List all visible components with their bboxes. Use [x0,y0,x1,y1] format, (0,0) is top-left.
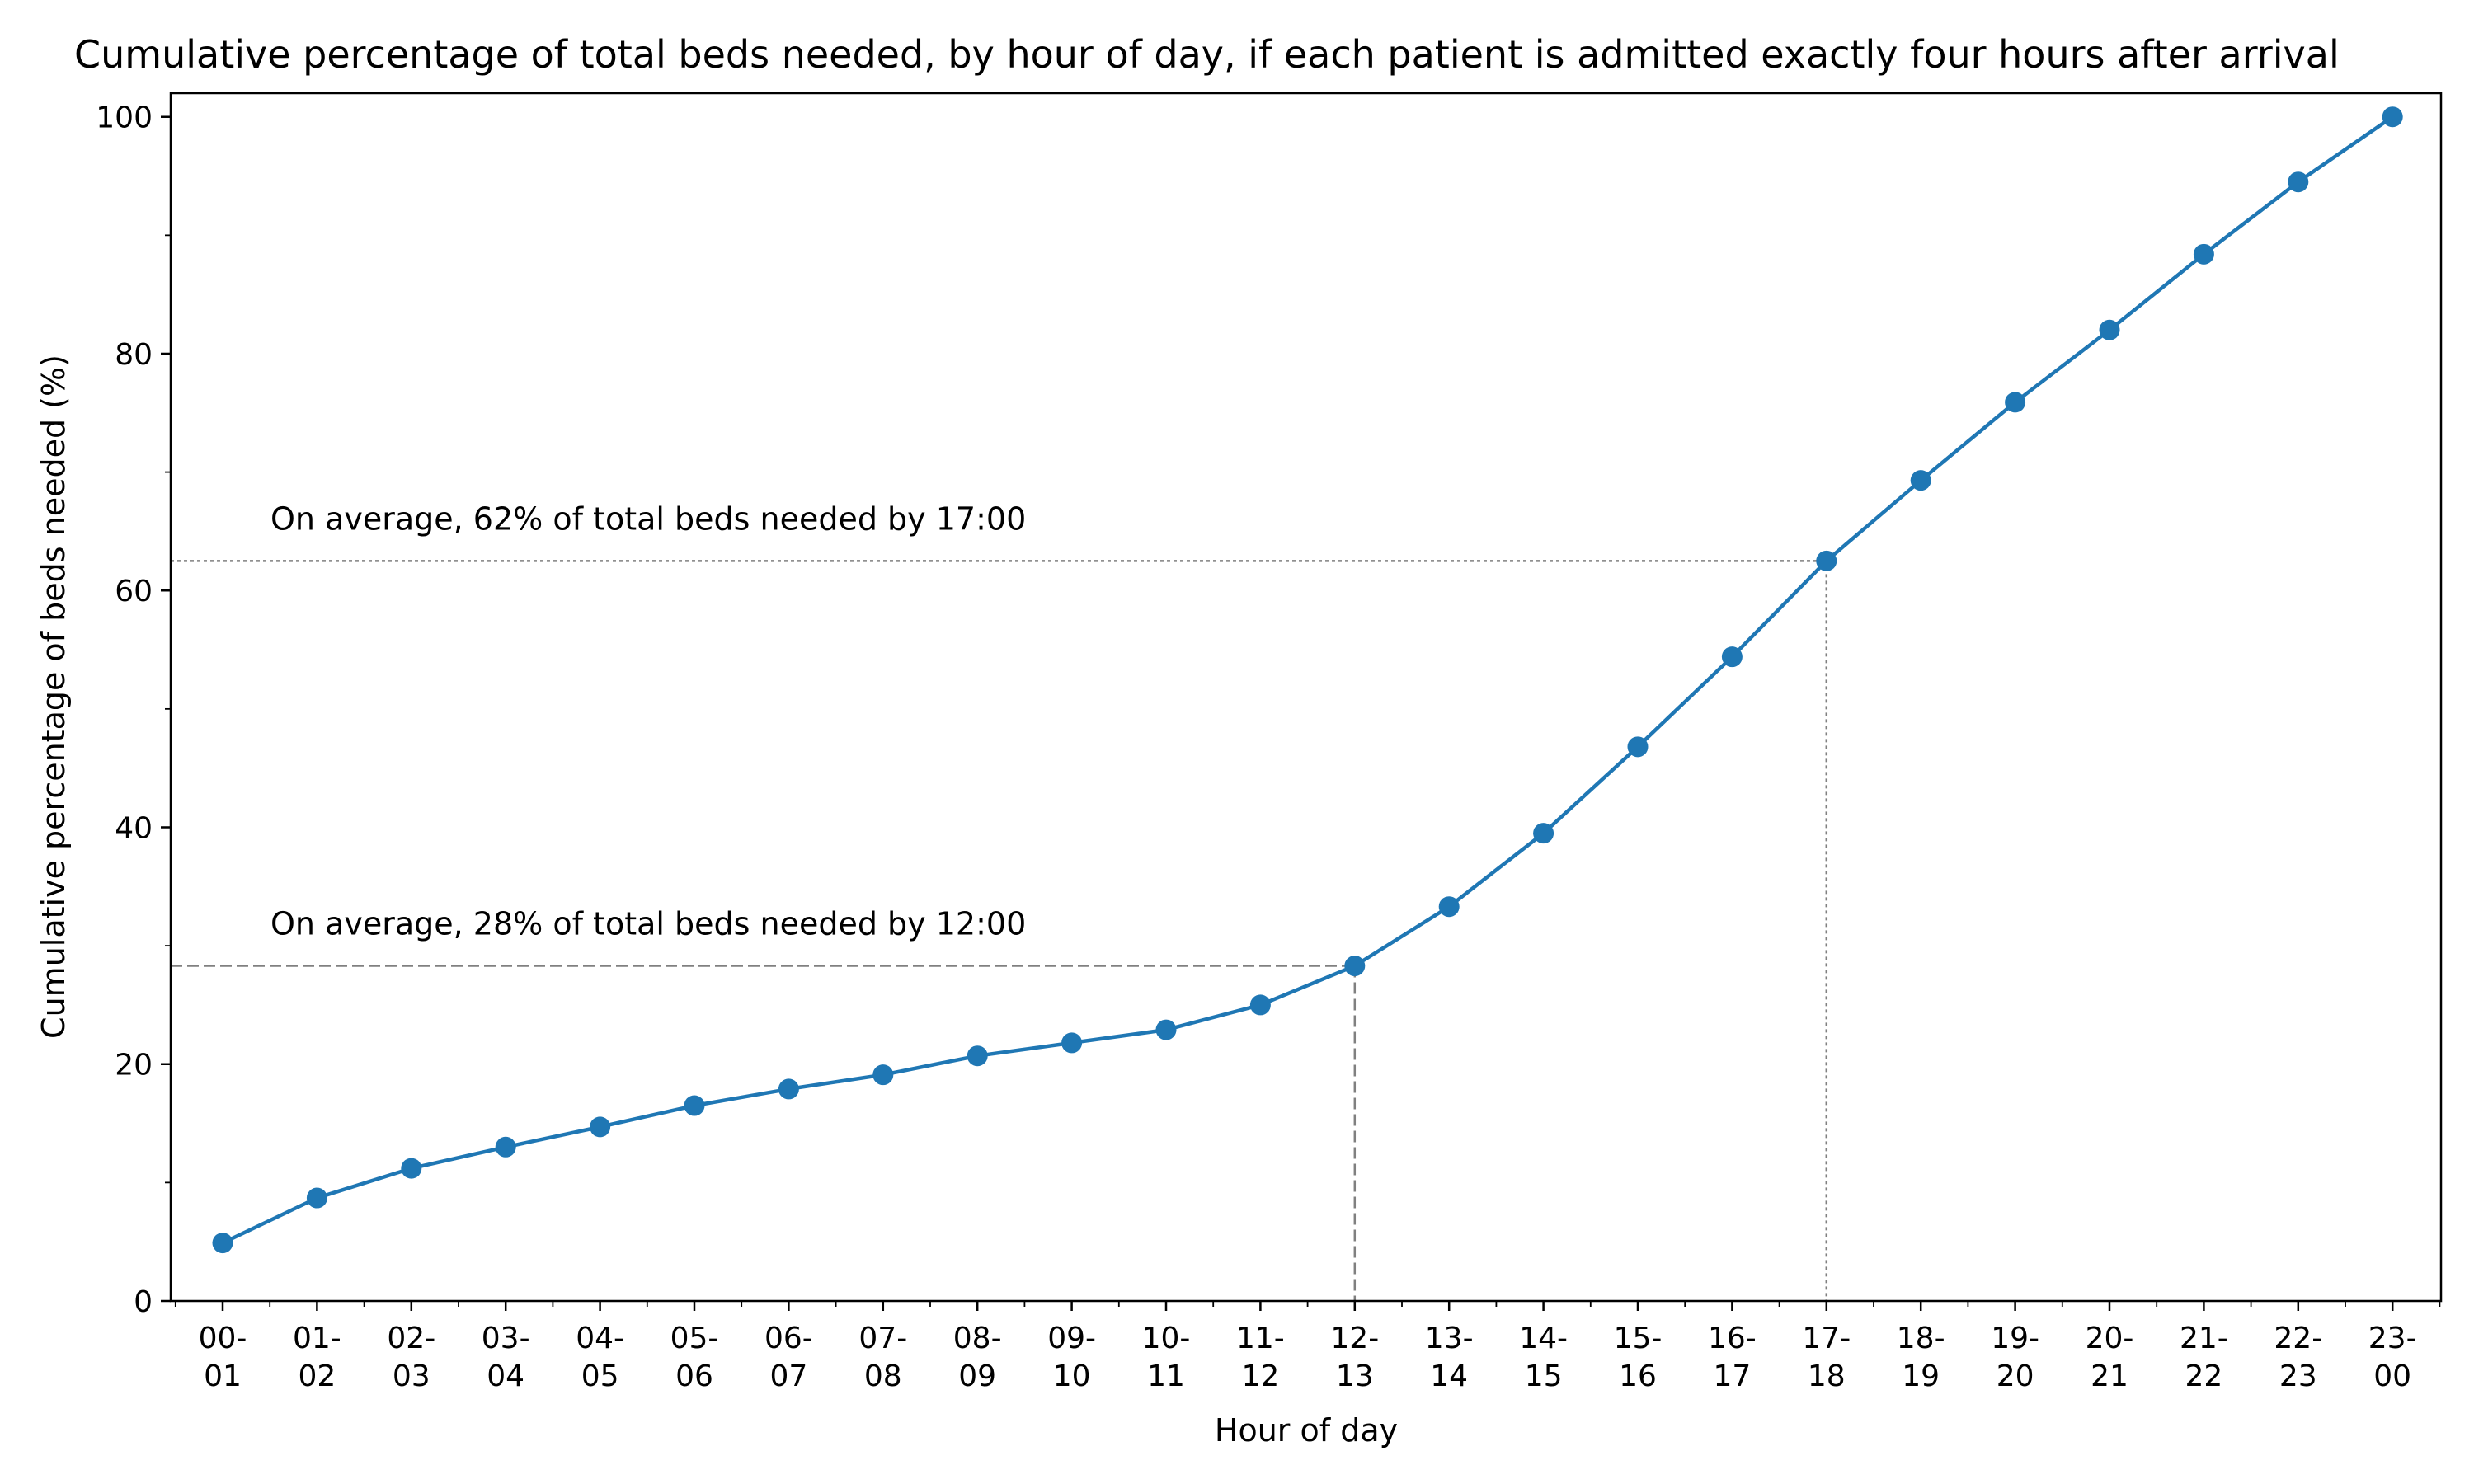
x-tick-label-bottom: 18 [1808,1360,1846,1393]
chart-title: Cumulative percentage of total beds need… [74,32,2340,77]
data-point [1816,550,1837,571]
x-tick-label-bottom: 16 [1619,1360,1657,1393]
x-tick-label-top: 00- [199,1322,247,1355]
plot-frame [169,92,2443,1303]
data-point [2005,392,2026,413]
x-axis: 00- 01 01- 02 02- 03 03- 04 04- 05 05- 06 06- 07 07- 08… [174,1301,2441,1393]
data-point [778,1078,799,1100]
data-point [2193,243,2214,265]
x-axis-label: Hour of day [1215,1412,1398,1449]
data-point [2099,319,2120,340]
x-tick-label-bottom: 04 [487,1360,524,1393]
data-point [1249,994,1271,1016]
x-tick-label-bottom: 02 [298,1360,336,1393]
x-tick-label-bottom: 20 [1997,1360,2034,1393]
x-tick-label-top: 10- [1142,1322,1191,1355]
data-point [967,1045,988,1067]
x-tick-label-top: 04- [576,1322,624,1355]
x-tick-label-bottom: 03 [393,1360,430,1393]
x-tick-label-top: 12- [1330,1322,1379,1355]
y-axis: 0 20 40 60 80 100 [96,101,171,1319]
x-tick-label-bottom: 09 [958,1360,996,1393]
x-tick-label-bottom: 21 [2091,1360,2128,1393]
y-tick-label: 80 [115,338,153,372]
x-tick-label-top: 13- [1425,1322,1474,1355]
x-tick-label-top: 17- [1802,1322,1851,1355]
reference-lines [171,560,1828,1301]
x-tick-label-bottom: 01 [204,1360,242,1393]
data-point [1344,956,1366,977]
x-tick-label-bottom: 17 [1713,1360,1751,1393]
series-line [222,115,2394,1245]
x-tick-label-top: 20- [2086,1322,2134,1355]
y-tick-label: 40 [115,811,153,845]
x-tick-label-top: 14- [1519,1322,1568,1355]
x-tick-label-bottom: 10 [1053,1360,1091,1393]
x-tick-label-bottom: 19 [1902,1360,1940,1393]
data-point [872,1064,894,1086]
x-tick-label-bottom: 22 [2185,1360,2222,1393]
y-tick-label: 0 [134,1285,153,1319]
data-point [306,1187,327,1209]
x-tick-label-top: 15- [1614,1322,1663,1355]
data-point [2382,106,2403,128]
annotations: On average, 28% of total beds needed by … [270,500,1026,942]
x-tick-label-top: 11- [1236,1322,1285,1355]
annotation-text: On average, 28% of total beds needed by … [270,906,1026,942]
x-tick-label-top: 02- [387,1322,435,1355]
annotation-text: On average, 62% of total beds needed by … [270,500,1026,537]
x-tick-label-bottom: 14 [1430,1360,1468,1393]
x-tick-label-top: 23- [2368,1322,2417,1355]
x-tick-label-top: 01- [293,1322,341,1355]
y-axis-label: Cumulative percentage of beds needed (%) [35,355,72,1039]
x-tick-label-bottom: 13 [1336,1360,1374,1393]
data-point [1627,736,1649,758]
x-tick-label-bottom: 00 [2373,1360,2411,1393]
x-tick-label-top: 09- [1047,1322,1096,1355]
x-tick-label-top: 18- [1897,1322,1945,1355]
data-point [1155,1019,1177,1040]
series-layer [212,106,2403,1254]
x-tick-label-bottom: 06 [675,1360,713,1393]
x-tick-label-top: 05- [670,1322,719,1355]
x-tick-label-bottom: 07 [769,1360,807,1393]
data-point [590,1116,611,1138]
data-point [2288,171,2309,193]
x-tick-label-bottom: 05 [581,1360,619,1393]
x-tick-label-bottom: 12 [1241,1360,1279,1393]
data-point [495,1136,516,1158]
data-point [212,1233,233,1254]
y-tick-label: 20 [115,1049,153,1082]
data-point [1533,823,1554,844]
y-tick-label: 60 [115,575,153,608]
x-tick-label-bottom: 23 [2279,1360,2317,1393]
data-point [1061,1032,1083,1054]
data-point [684,1095,705,1116]
x-tick-label-top: 16- [1708,1322,1757,1355]
x-tick-label-top: 19- [1991,1322,2039,1355]
x-tick-label-bottom: 15 [1525,1360,1563,1393]
data-point [1910,470,1931,491]
data-point [401,1158,422,1179]
x-tick-label-top: 22- [2274,1322,2322,1355]
x-tick-label-top: 06- [764,1322,813,1355]
x-tick-label-top: 07- [858,1322,907,1355]
x-tick-label-bottom: 11 [1147,1360,1185,1393]
x-tick-label-top: 08- [953,1322,1002,1355]
x-tick-label-top: 21- [2180,1322,2228,1355]
x-tick-label-bottom: 08 [864,1360,902,1393]
y-tick-label: 100 [96,101,153,135]
x-tick-label-top: 03- [482,1322,530,1355]
data-point [1438,896,1460,918]
data-point [1721,646,1743,668]
